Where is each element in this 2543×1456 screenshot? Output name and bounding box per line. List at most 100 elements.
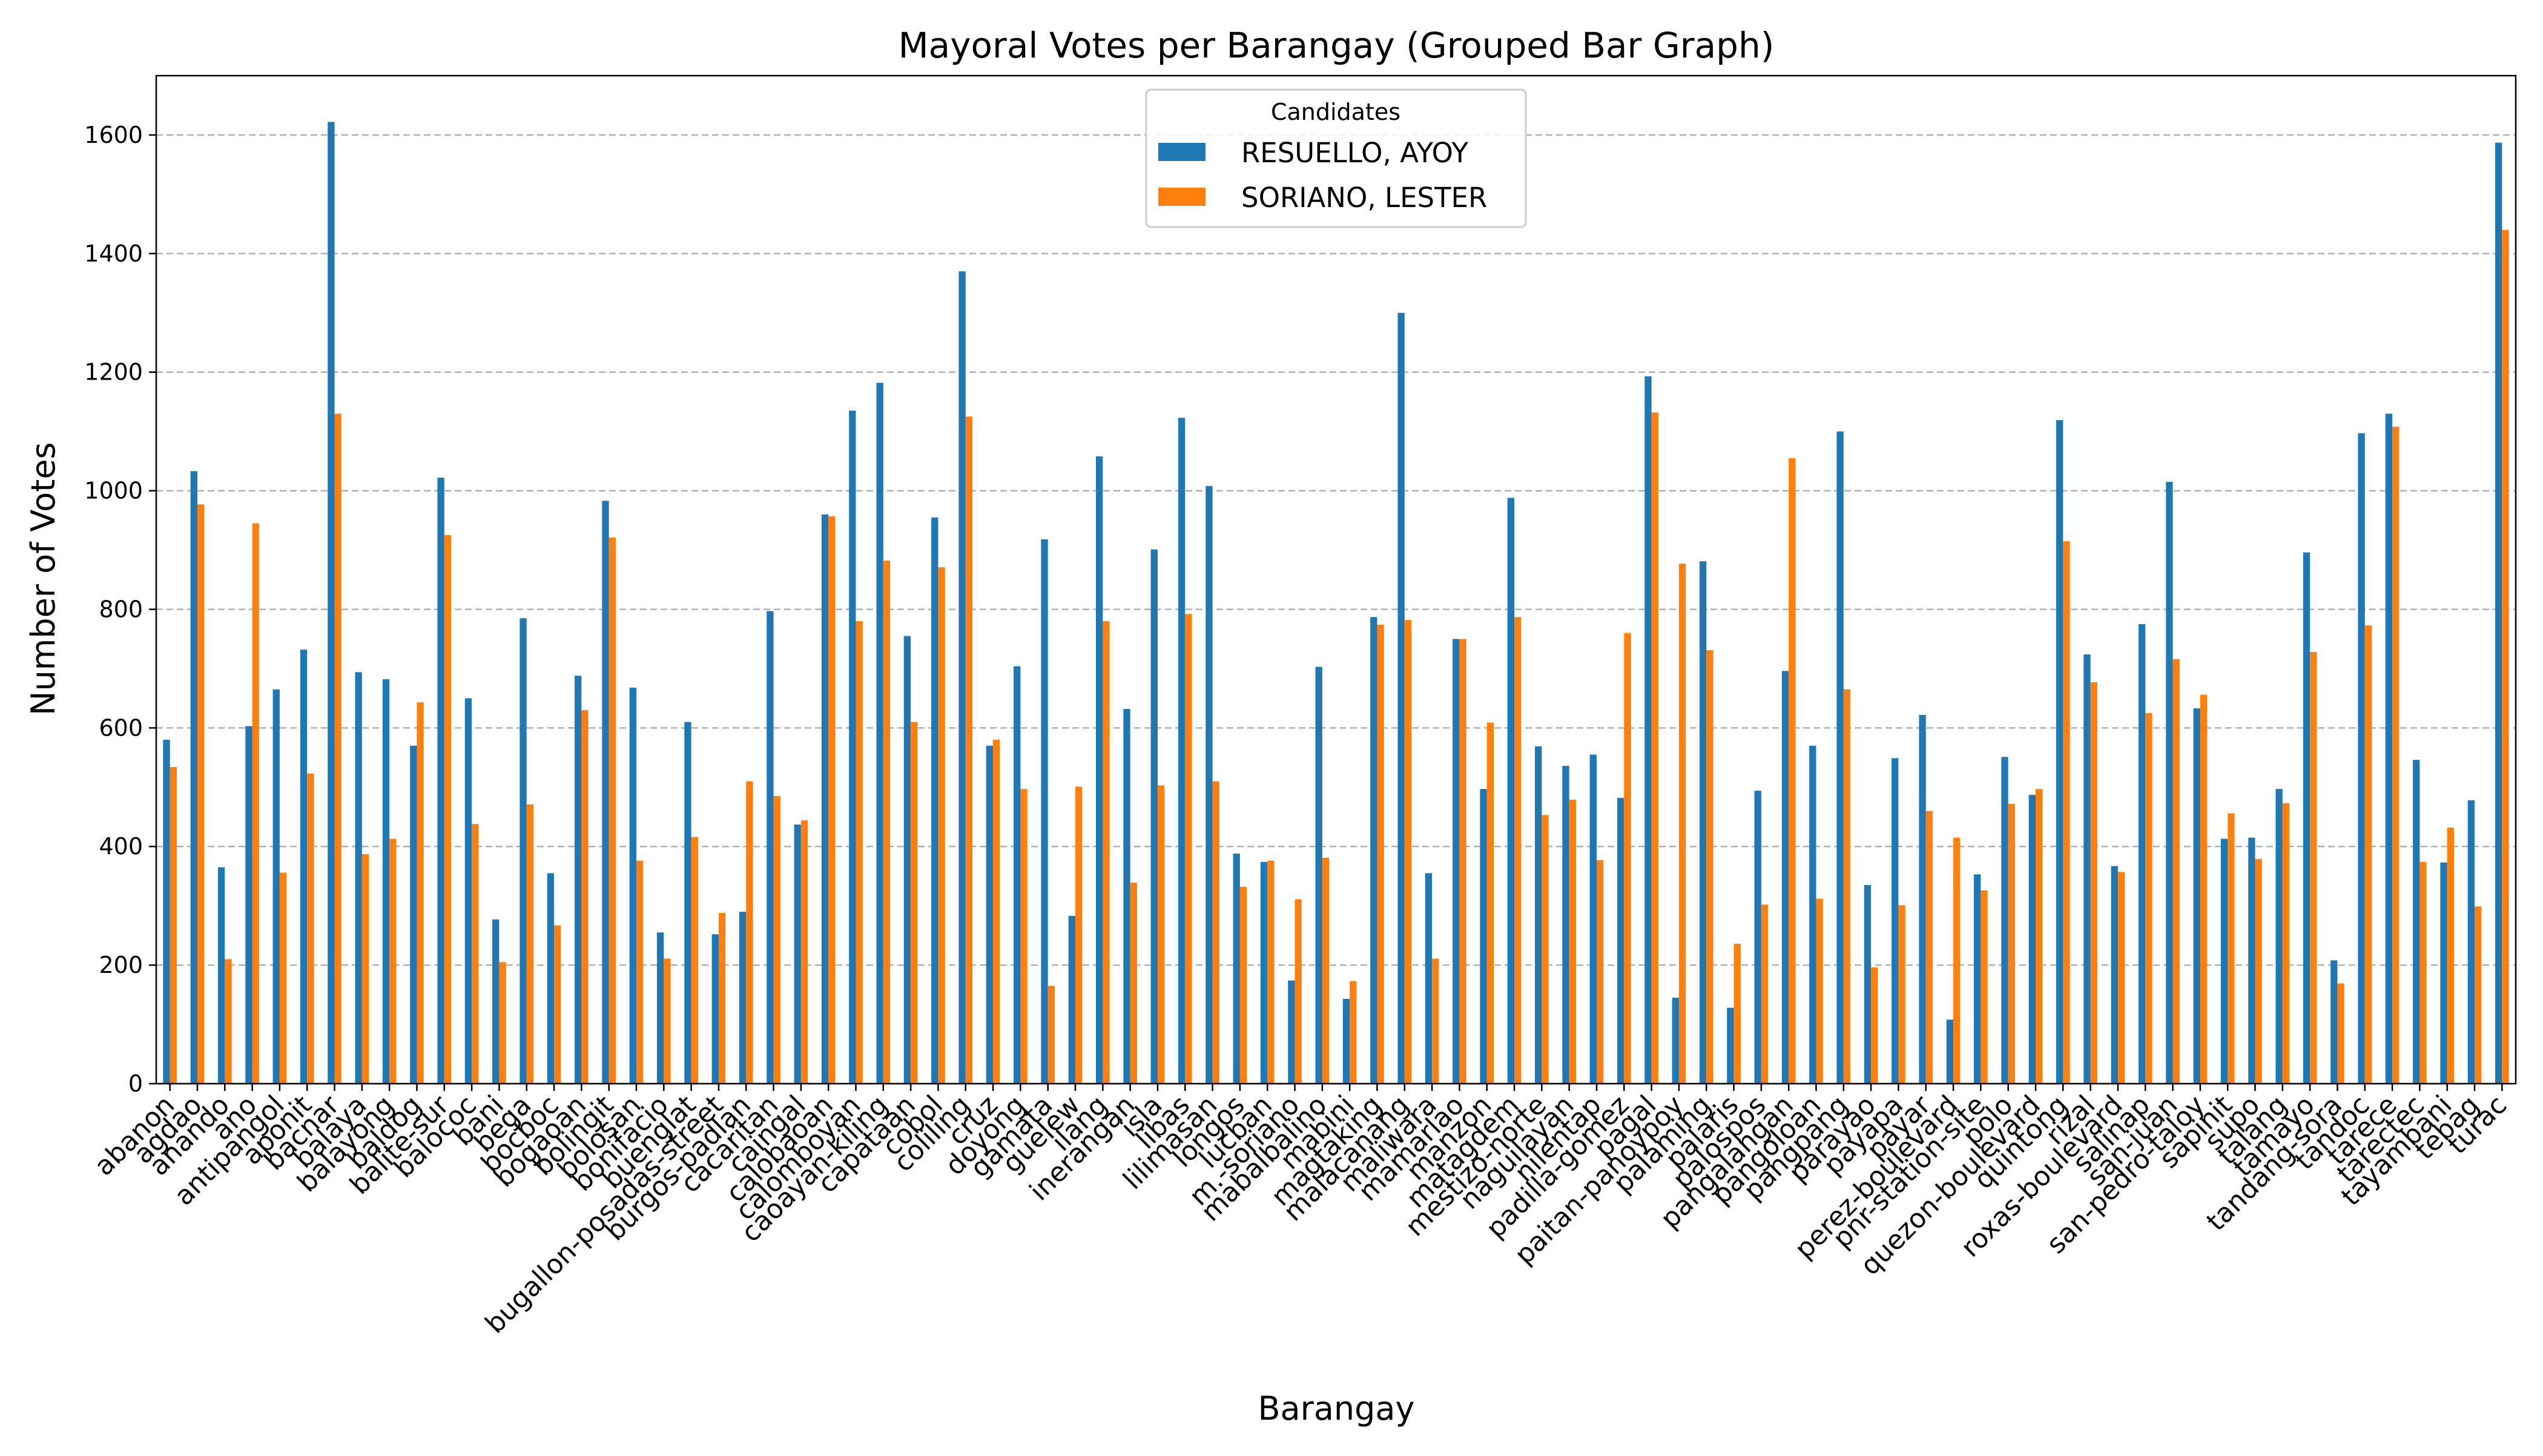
bar-resuello [986, 745, 994, 1084]
bar-resuello [382, 679, 390, 1084]
bar-soriano [472, 824, 479, 1084]
bar-resuello [711, 934, 719, 1084]
bar-resuello [1150, 549, 1158, 1084]
bar-soriano [279, 872, 287, 1084]
bar-resuello [1974, 874, 1981, 1084]
bar-soriano [1432, 958, 1439, 1084]
bar-soriano [911, 722, 918, 1084]
bar-soriano [1789, 458, 1796, 1084]
bar-soriano [499, 962, 506, 1084]
bar-resuello [1864, 884, 1872, 1084]
bar-resuello [767, 611, 774, 1084]
bar-soriano [252, 523, 259, 1084]
bar-soriano [1404, 620, 1412, 1084]
bar-resuello [1507, 498, 1515, 1084]
plot-frame [155, 74, 2517, 1085]
bar-soriano [1514, 617, 1522, 1084]
bar-resuello [2440, 862, 2447, 1084]
bar-soriano [170, 766, 177, 1084]
bar-soriano [2337, 983, 2344, 1084]
bar-resuello [355, 672, 362, 1084]
bar-soriano [444, 535, 452, 1084]
bar-resuello [1781, 671, 1789, 1084]
bar-resuello [958, 271, 966, 1084]
bar-resuello [821, 514, 829, 1084]
bar-soriano [1981, 890, 1988, 1084]
bar-resuello [2111, 866, 2118, 1084]
bar-soriano [554, 925, 561, 1084]
bar-resuello [1562, 766, 1569, 1084]
bar-soriano [965, 417, 973, 1084]
y-tick-labels: 0 200 400 600 800 1000 1200 1400 1600 [84, 122, 156, 1097]
legend-label-resuello: RESUELLO, AYOY [1241, 137, 1468, 169]
bar-resuello [931, 517, 938, 1084]
y-tick-label: 800 [99, 596, 143, 622]
bar-resuello [547, 873, 555, 1084]
bar-soriano [1816, 898, 1823, 1084]
bar-soriano [1295, 899, 1302, 1084]
bar-resuello [794, 824, 801, 1084]
bar-resuello [739, 911, 747, 1084]
bar-soriano [1678, 564, 1686, 1084]
legend-swatch-resuello [1158, 143, 1206, 161]
bar-soriano [2447, 827, 2455, 1084]
bar-resuello [849, 410, 856, 1084]
bar-soriano [1953, 837, 1961, 1084]
bar-resuello [1480, 789, 1487, 1084]
bar-resuello [328, 122, 335, 1084]
y-tick-label: 1000 [84, 478, 143, 504]
bar-resuello [2083, 654, 2091, 1084]
bar-soriano [197, 504, 205, 1084]
bar-soriano [307, 773, 314, 1084]
bar-soriano [1486, 722, 1494, 1084]
bar-soriano [2502, 229, 2509, 1084]
bar-soriano [1185, 614, 1192, 1084]
y-tick-label: 1600 [84, 122, 143, 148]
bar-resuello [2028, 795, 2036, 1084]
bar-resuello [2385, 413, 2393, 1084]
bar-soriano [1569, 799, 1576, 1084]
bar-resuello [1699, 561, 1707, 1084]
bar-resuello [1096, 456, 1103, 1084]
bar-soriano [2036, 789, 2043, 1084]
bar-resuello [2001, 757, 2008, 1084]
bar-resuello [2330, 960, 2338, 1084]
bar-soriano [856, 621, 863, 1084]
bar-soriano [1542, 815, 1549, 1084]
bar-soriano [1459, 639, 1466, 1084]
bar-soriano [828, 516, 836, 1084]
bar-soriano [2090, 682, 2097, 1084]
bar-soriano [1350, 981, 1357, 1084]
bar-soriano [2200, 694, 2208, 1084]
bar-resuello [272, 689, 280, 1084]
axes [155, 74, 2517, 1085]
bar-resuello [903, 636, 911, 1084]
bar-soriano [2392, 426, 2400, 1084]
bar-soriano [1706, 650, 1713, 1084]
x-axis-label: Barangay [1258, 1389, 1415, 1428]
y-axis-label: Number of Votes [24, 442, 62, 716]
bar-resuello [2248, 837, 2255, 1084]
bar-resuello [1206, 486, 1213, 1084]
bar-soriano [1047, 986, 1055, 1084]
legend-label-soriano: SORIANO, LESTER [1241, 182, 1487, 214]
bar-soriano [1020, 789, 1027, 1084]
bar-resuello [2358, 433, 2365, 1084]
bars [163, 122, 2509, 1084]
bar-soriano [1596, 860, 1604, 1084]
bar-resuello [300, 650, 308, 1084]
y-tick-label: 200 [99, 952, 143, 978]
bar-resuello [1644, 376, 1652, 1084]
bar-resuello [1946, 1020, 1954, 1084]
bar-soriano [993, 739, 1000, 1084]
bar-resuello [2220, 838, 2228, 1084]
bar-soriano [2475, 906, 2482, 1084]
bar-resuello [2467, 800, 2475, 1084]
bar-soriano [1925, 811, 1933, 1084]
bar-resuello [217, 867, 225, 1084]
bar-resuello [1425, 873, 1433, 1084]
bar-resuello [1919, 714, 1926, 1084]
bar-resuello [1453, 639, 1460, 1084]
bar-soriano [1157, 785, 1165, 1084]
